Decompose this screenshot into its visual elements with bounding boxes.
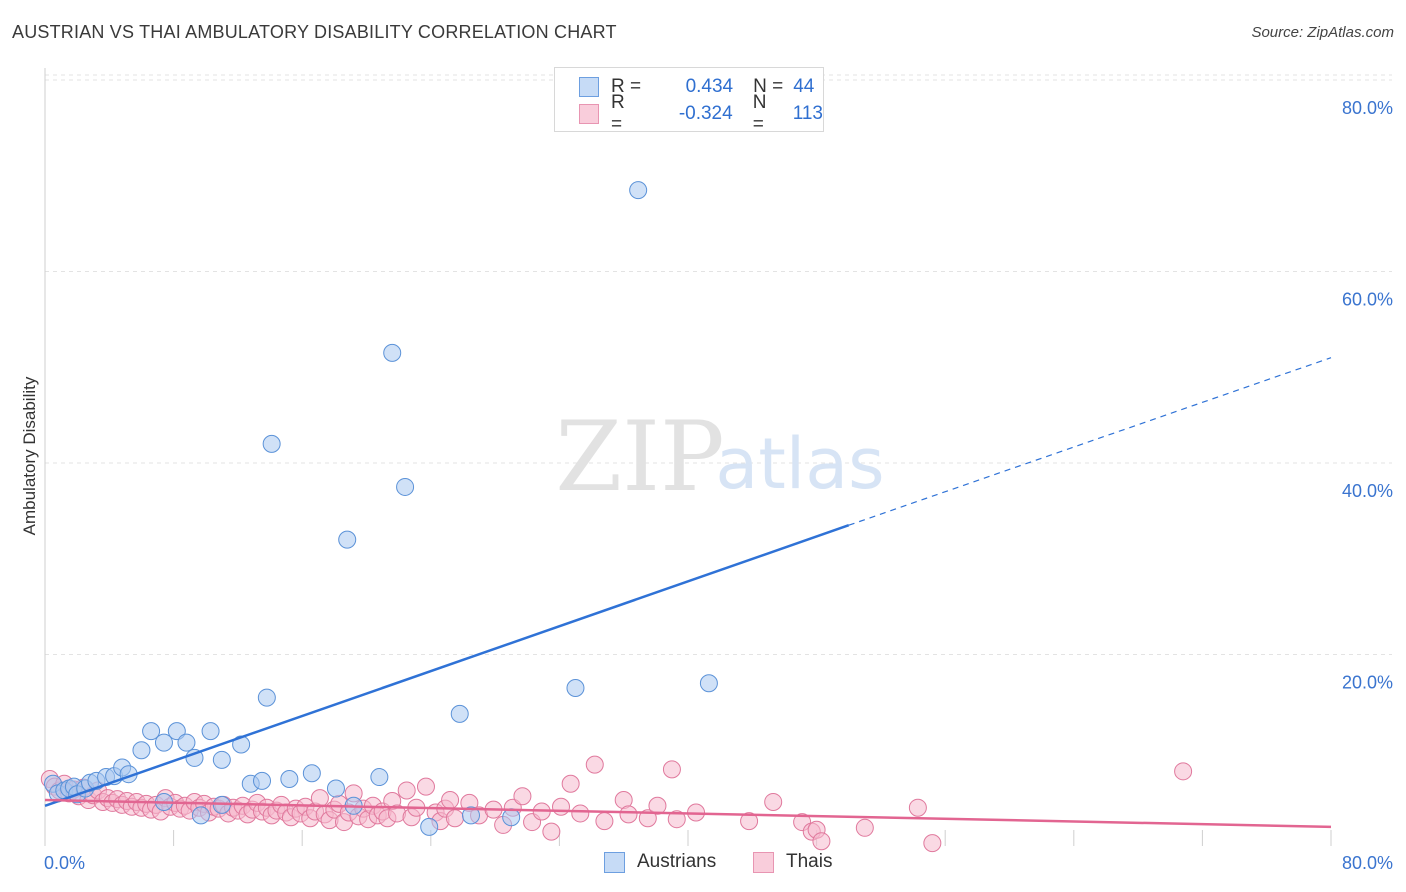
austrian-point xyxy=(699,674,718,693)
thai-point xyxy=(595,812,614,831)
r-value: 0.434 xyxy=(685,76,734,97)
r-label: R = xyxy=(611,76,642,97)
austrian-point xyxy=(302,764,321,783)
legend-row-thais: R = -0.324 N = 113 xyxy=(579,92,823,135)
thai-point xyxy=(1174,762,1193,781)
austrian-point xyxy=(370,768,389,787)
legend-label: Thais xyxy=(786,851,833,872)
thai-point xyxy=(542,822,561,841)
austrians-trend-line xyxy=(44,524,850,807)
austrian-point xyxy=(450,704,469,723)
austrian-point xyxy=(154,733,173,752)
source-label: Source: ZipAtlas.com xyxy=(1251,24,1394,41)
y-tick-label: 60.0% xyxy=(1342,290,1393,310)
austrian-point xyxy=(253,771,272,790)
austrian-point xyxy=(142,722,161,741)
austrian-point xyxy=(262,434,281,453)
y-tick-label: 20.0% xyxy=(1342,673,1393,693)
thai-point xyxy=(740,812,759,831)
austrian-point xyxy=(338,530,357,549)
thai-point xyxy=(561,774,580,793)
austrian-point xyxy=(191,806,210,825)
austrians-trend-extension xyxy=(848,357,1332,526)
austrian-point xyxy=(167,722,186,741)
thai-point xyxy=(310,789,329,808)
austrian-point xyxy=(185,748,204,767)
n-label: N = xyxy=(752,92,767,135)
n-value: 44 xyxy=(793,76,815,97)
watermark-zip: ZIP xyxy=(555,401,724,513)
austrians-swatch xyxy=(604,851,625,873)
thai-point xyxy=(855,818,874,837)
y-tick-label: 40.0% xyxy=(1342,481,1393,501)
austrian-point xyxy=(629,181,648,200)
r-label: R = xyxy=(610,92,625,135)
thai-point xyxy=(638,809,657,828)
thai-point xyxy=(445,809,464,828)
thai-point xyxy=(648,796,667,815)
austrian-point xyxy=(396,477,415,496)
thai-point xyxy=(552,797,571,816)
legend-item-austrians[interactable]: Austrians xyxy=(604,851,716,873)
thai-point xyxy=(908,798,927,817)
y-tick-label: 80.0% xyxy=(1342,98,1393,118)
austrian-point xyxy=(232,735,251,754)
thai-point xyxy=(441,791,460,810)
thai-point xyxy=(667,810,686,829)
thai-point xyxy=(662,760,681,779)
thais-swatch xyxy=(579,104,599,124)
thai-point xyxy=(764,792,783,811)
thai-point xyxy=(812,832,831,851)
legend-row-austrians: R = 0.434 N = 44 xyxy=(579,74,814,100)
chart-title: AUSTRIAN VS THAI AMBULATORY DISABILITY C… xyxy=(12,22,617,42)
x-tick-label: 0.0% xyxy=(44,853,85,873)
watermark: ZIP atlas xyxy=(555,401,884,513)
grid-lines xyxy=(45,74,1392,655)
legend-label: Austrians xyxy=(637,851,717,872)
thai-point xyxy=(619,805,638,824)
watermark-atlas: atlas xyxy=(715,423,884,505)
r-value: -0.324 xyxy=(678,103,733,124)
thai-point xyxy=(585,755,604,774)
thais-swatch xyxy=(753,851,774,873)
n-label: N = xyxy=(753,76,784,97)
thai-point xyxy=(571,804,590,823)
austrian-point xyxy=(420,817,439,836)
legend-item-thais[interactable]: Thais xyxy=(753,851,832,873)
austrian-point xyxy=(132,741,151,760)
n-value: 113 xyxy=(792,103,823,124)
austrians-swatch xyxy=(579,77,599,97)
thais-trend-line xyxy=(44,798,1332,829)
austrians-points xyxy=(44,181,718,836)
austrian-point xyxy=(326,779,345,798)
tick-labels: 20.0% 40.0% 60.0% 80.0% 0.0% 80.0% xyxy=(44,98,1393,873)
thai-point xyxy=(397,781,416,800)
trend-lines xyxy=(44,357,1332,829)
austrian-point xyxy=(212,750,231,769)
thai-point xyxy=(923,834,942,853)
austrian-point xyxy=(280,769,299,788)
x-tick-label: 80.0% xyxy=(1342,853,1393,873)
austrian-point xyxy=(566,679,585,698)
austrian-point xyxy=(383,343,402,362)
austrian-point xyxy=(257,688,276,707)
austrian-point xyxy=(461,806,480,825)
correlation-legend: R = 0.434 N = 44 R = -0.324 N = 113 xyxy=(554,67,824,135)
austrian-point xyxy=(201,722,220,741)
austrian-point xyxy=(502,808,521,827)
series-legend: Austrians Thais xyxy=(0,851,1406,879)
thai-point xyxy=(416,777,435,796)
thai-point xyxy=(513,787,532,806)
austrian-point xyxy=(177,733,196,752)
